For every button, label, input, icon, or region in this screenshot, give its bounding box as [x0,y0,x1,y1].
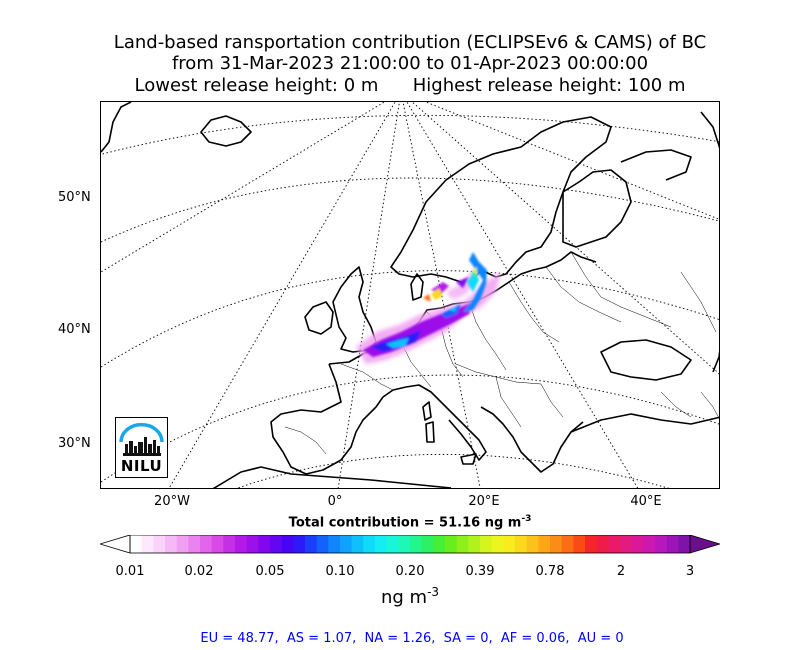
colorbar-under-arrow [100,535,131,554]
colorbar-cell [200,535,213,553]
colorbar-cell [293,535,306,553]
colorbar-cell [153,535,166,553]
colorbar-cell [410,535,423,553]
colorbar-cell [526,535,539,553]
colorbar-tick-label: 0.39 [465,564,495,579]
regional-contributions: EU = 48.77, AS = 1.07, NA = 1.26, SA = 0… [200,631,624,646]
lon-label-20e: 20°E [468,494,500,509]
nilu-skyline-icon [119,422,164,456]
colorbar-cell [491,535,504,553]
colorbar-cell [550,535,563,553]
coastlines [101,102,719,488]
colorbar-cell [223,535,236,553]
colorbar-cell [655,535,668,553]
colorbar-cell [316,535,329,553]
colorbar-cell [503,535,516,553]
nilu-logo-text: NILU [120,457,163,475]
colorbar-tick-label: 0.02 [184,564,214,579]
colorbar-cell [340,535,353,553]
nilu-logo: NILU [115,417,168,478]
colorbar-cell [398,535,411,553]
colorbar-cell [211,535,224,553]
colorbar-cell [351,535,364,553]
concentration-plume [356,252,501,364]
colorbar-cell [130,535,143,553]
colorbar-cell [188,535,201,553]
colorbar-tick-label: 0.78 [535,564,565,579]
colorbar-cell [165,535,178,553]
lon-label-0: 0° [327,494,343,509]
lon-label-40e: 40°E [630,494,662,509]
colorbar-cell [608,535,621,553]
total-contribution-label: Total contribution = 51.16 ng m-3 [288,514,532,531]
colorbar-cell [678,535,691,553]
colorbar-cell [270,535,283,553]
colorbar-cell [666,535,679,553]
colorbar-cell [643,535,656,553]
colorbar-cell [620,535,633,553]
colorbar-tick-label: 0.20 [395,564,425,579]
colorbar-cell [421,535,434,553]
colorbar-cell [386,535,399,553]
colorbar-tick-label: 2 [616,564,626,579]
colorbar-tick-label: 0.05 [255,564,285,579]
colorbar-over-arrow [689,535,720,554]
map-panel [100,101,720,489]
map-title-line-2: from 31-Mar-2023 21:00:00 to 01-Apr-2023… [171,53,649,74]
colorbar-cell [480,535,493,553]
colorbar-cell [561,535,574,553]
colorbar-cell [258,535,271,553]
colorbar-tick-label: 0.10 [325,564,355,579]
colorbar-cell [305,535,318,553]
lat-label-30n: 30°N [58,436,91,451]
map-title-line-1: Land-based ransportation contribution (E… [113,32,707,53]
colorbar-cell [375,535,388,553]
colorbar-cell [246,535,259,553]
colorbar-cell [445,535,458,553]
colorbar-cell [631,535,644,553]
map-title-line-3: Lowest release height: 0 m Highest relea… [134,75,686,96]
colorbar-cell [176,535,189,553]
colorbar [100,535,720,554]
colorbar-cell [456,535,469,553]
colorbar-cell [235,535,248,553]
colorbar-tick-label: 3 [685,564,695,579]
colorbar-cell [433,535,446,553]
colorbar-cell [141,535,154,553]
longitude-gridlines [101,102,719,488]
colorbar-cell [585,535,598,553]
lat-label-50n: 50°N [58,190,91,205]
colorbar-cell [363,535,376,553]
colorbar-unit-label: ng m-3 [380,585,440,608]
colorbar-tick-label: 0.01 [115,564,145,579]
map-canvas [101,102,719,488]
colorbar-cell [596,535,609,553]
colorbar-cell [538,535,551,553]
colorbar-cell [573,535,586,553]
lon-label-20w: 20°W [154,494,190,509]
colorbar-cell [281,535,294,553]
lat-label-40n: 40°N [58,322,91,337]
colorbar-cell [515,535,528,553]
colorbar-cell [328,535,341,553]
colorbar-cell [468,535,481,553]
